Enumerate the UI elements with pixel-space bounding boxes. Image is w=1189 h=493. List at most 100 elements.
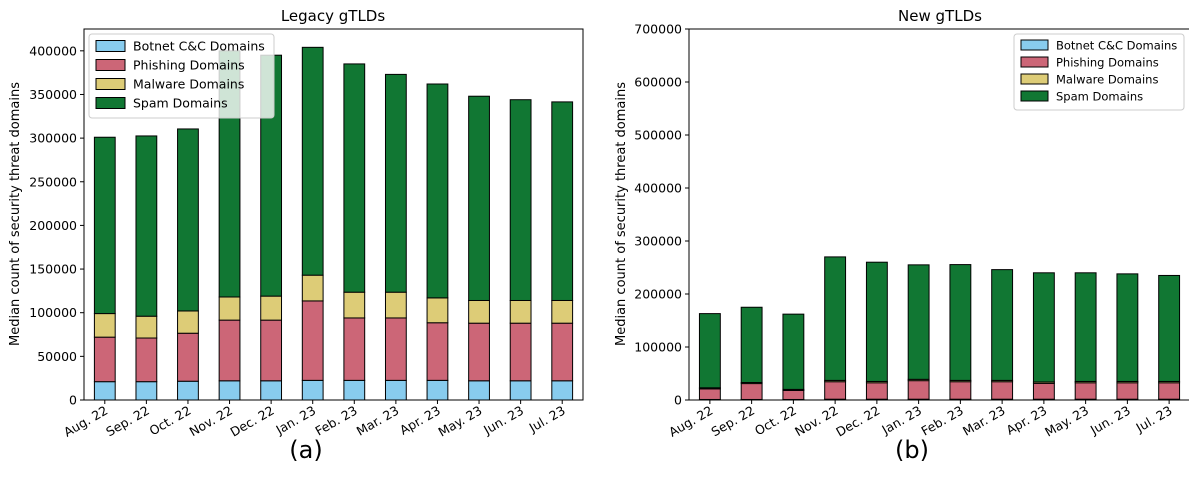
y-tick-label: 700000 <box>634 22 682 37</box>
bar-segment <box>426 83 449 299</box>
bar-segment <box>907 264 930 380</box>
bar-segment <box>135 135 158 317</box>
y-tick-label: 200000 <box>29 218 77 233</box>
x-tick-label: Jun. 23 <box>480 403 526 438</box>
x-tick-label: Aug. 22 <box>61 403 110 440</box>
bar-segment <box>384 291 407 319</box>
chart-title: New gTLDs <box>898 7 982 25</box>
x-tick-label: Mar. 23 <box>354 403 402 439</box>
x-tick-label: Dec. 22 <box>228 403 277 440</box>
bar-segment <box>218 296 241 321</box>
bar-segment <box>426 297 449 324</box>
y-tick-label: 300000 <box>634 234 682 249</box>
y-tick-label: 400000 <box>634 181 682 196</box>
new-gtlds-chart: New gTLDs Median count of security threa… <box>614 7 1189 464</box>
y-axis-label: Median count of security threat domains <box>8 82 23 346</box>
x-tick-label: Oct. 22 <box>752 403 799 439</box>
bar-segment <box>1158 382 1181 400</box>
bar-segment <box>343 317 366 381</box>
bar-segment <box>824 381 847 400</box>
legend-label: Botnet C&C Domains <box>1056 39 1177 53</box>
x-tick-label: Dec. 22 <box>833 403 882 440</box>
bar-segment <box>260 295 283 321</box>
bar-segment <box>698 388 721 400</box>
x-tick-label: Oct. 22 <box>147 403 194 439</box>
y-tick-label: 150000 <box>29 262 77 277</box>
bar-segment <box>343 63 366 293</box>
y-tick-label: 250000 <box>29 174 77 189</box>
legend-swatch <box>95 78 126 90</box>
legend-label: Phishing Domains <box>133 58 245 73</box>
bar-segment <box>135 315 158 339</box>
legend-box <box>88 33 275 119</box>
legend-swatch <box>1020 56 1049 68</box>
legend-label: Phishing Domains <box>1056 56 1159 70</box>
legend-swatch <box>95 97 126 109</box>
bar-segment <box>509 380 532 401</box>
bar-segment <box>93 136 116 315</box>
y-axis: 0 50000 100000 150000 200000 250000 300000 3500… <box>29 43 84 408</box>
y-tick-label: 400000 <box>29 43 77 58</box>
y-axis-label: Median count of security threat domains <box>614 82 629 346</box>
bar-segment <box>509 299 532 324</box>
bar-segment <box>551 299 574 324</box>
bar-segment <box>1032 382 1055 400</box>
bar-segment <box>824 256 847 381</box>
y-tick-label: 100000 <box>29 305 77 320</box>
legend-swatch <box>95 59 126 71</box>
legend-label: Botnet C&C Domains <box>133 39 265 54</box>
panel-label: (b) <box>895 436 929 464</box>
y-tick-label: 300000 <box>29 131 77 146</box>
bar-segment <box>949 264 972 381</box>
legend-label: Malware Domains <box>1056 73 1158 87</box>
bar-segment <box>384 379 407 401</box>
bar-segment <box>991 269 1014 381</box>
plot-frame <box>688 28 1189 401</box>
bar-segment <box>551 322 574 382</box>
x-tick-label: Jul. 23 <box>1133 403 1175 436</box>
x-tick-label: May. 23 <box>1042 403 1091 440</box>
bar-segment <box>177 310 199 334</box>
legend-swatch <box>1020 73 1049 85</box>
x-tick-label: Nov. 22 <box>792 403 840 440</box>
bar-segment <box>426 379 449 401</box>
bar-segment <box>1158 274 1181 382</box>
bar-segment <box>1116 273 1139 382</box>
bar-segment <box>384 73 407 293</box>
bar-segment <box>468 322 490 382</box>
y-axis: 0 100000 200000 300000 400000 500000 600000 700… <box>634 22 689 408</box>
bar-segment <box>1074 272 1097 382</box>
bar-segment <box>301 379 324 401</box>
bar-segment <box>218 380 241 401</box>
x-tick-label: Jan. 23 <box>878 403 924 438</box>
x-tick-label: Sep. 22 <box>709 403 758 440</box>
chart-title: Legacy gTLDs <box>281 7 386 25</box>
x-tick-label: Apr. 23 <box>1003 403 1049 438</box>
bar-segment <box>301 46 324 276</box>
bar-segment <box>218 319 241 382</box>
y-tick-label: 100000 <box>634 340 682 355</box>
bar-segment <box>135 337 158 383</box>
bar-segment <box>551 101 574 301</box>
y-tick-label: 0 <box>674 393 682 408</box>
y-tick-label: 500000 <box>634 128 682 143</box>
bar-segment <box>782 313 805 390</box>
legend-label: Spam Domains <box>133 96 228 111</box>
bar-segment <box>740 383 763 400</box>
bar-segment <box>93 313 116 338</box>
legend-box <box>1013 33 1185 111</box>
bar-segment <box>343 291 366 319</box>
bar-segment <box>1116 382 1139 400</box>
bar-segment <box>1032 272 1055 383</box>
bar-segment <box>93 336 116 383</box>
bar-segment <box>426 322 449 381</box>
y-tick-label: 350000 <box>29 87 77 102</box>
bar-segment <box>991 381 1014 400</box>
x-tick-label: Aug. 22 <box>666 403 715 440</box>
bar-segment <box>949 381 972 400</box>
bar-segment <box>260 380 283 401</box>
bar-segment <box>907 380 930 400</box>
plot-frame <box>83 28 584 401</box>
